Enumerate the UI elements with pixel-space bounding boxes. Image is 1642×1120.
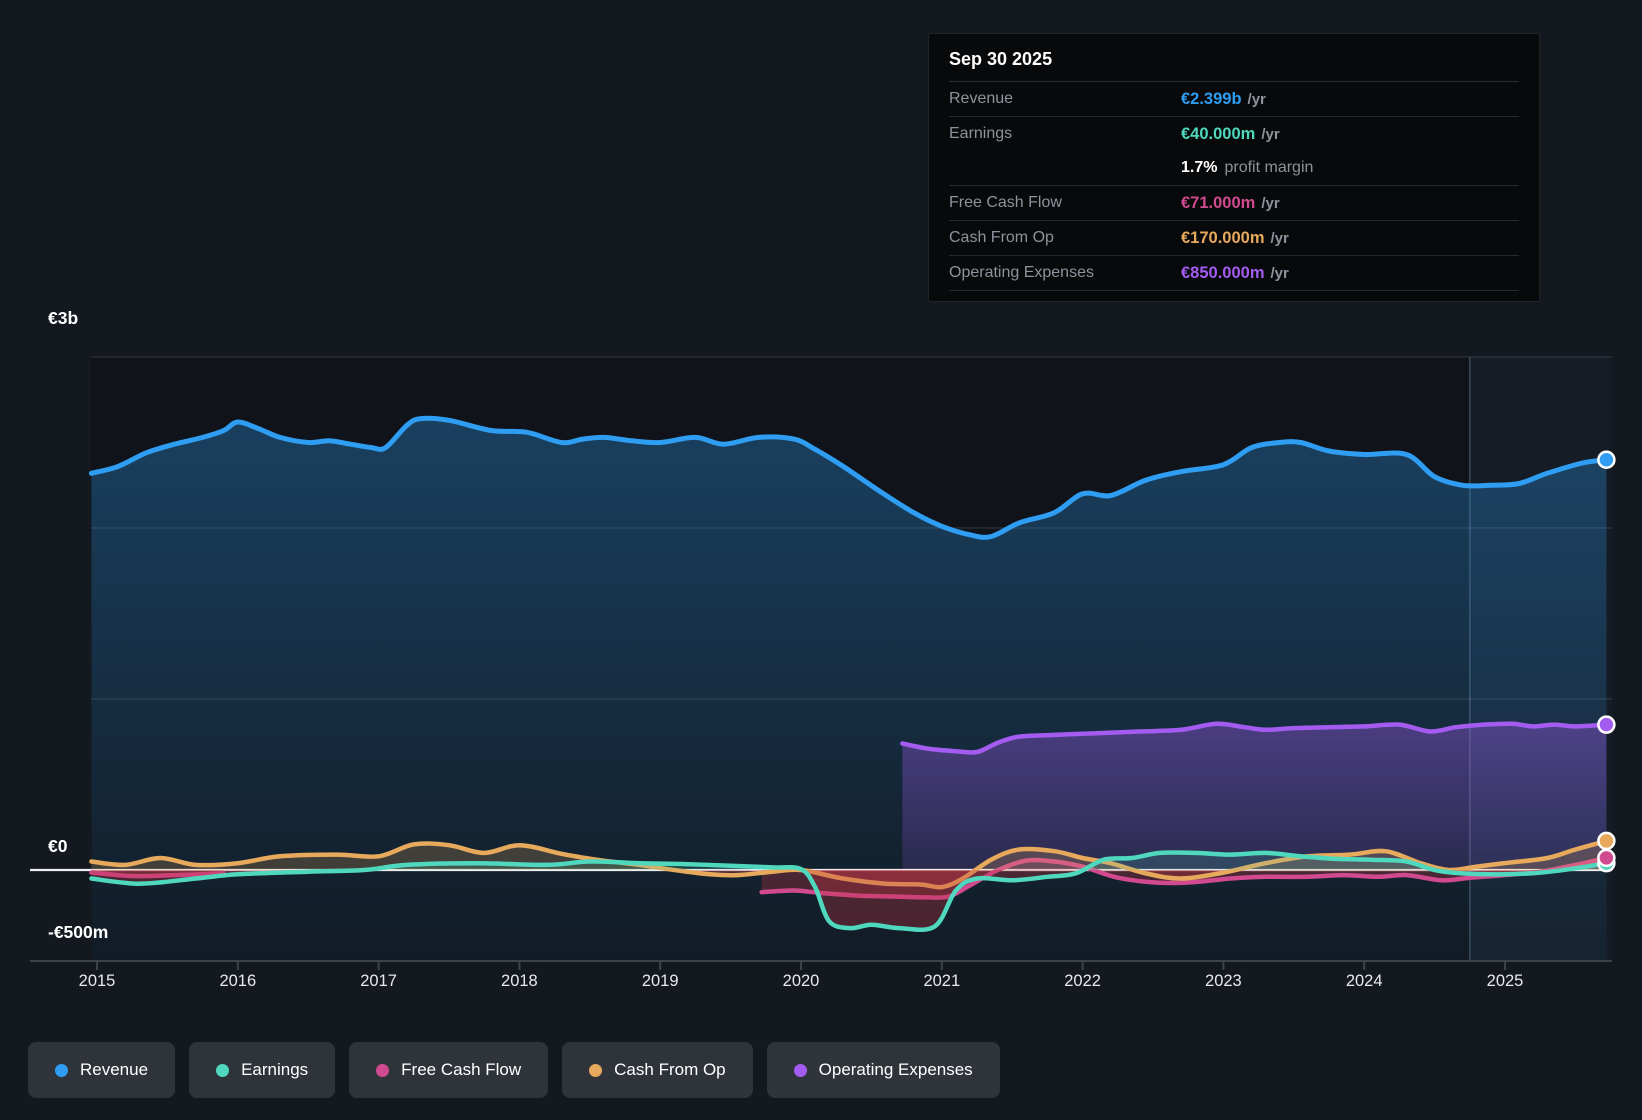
legend-item-revenue[interactable]: Revenue: [28, 1042, 176, 1098]
tooltip-row-suffix: /yr: [1261, 125, 1280, 143]
operating-expenses-area: [902, 723, 1607, 870]
legend-item-operating-expenses[interactable]: Operating Expenses: [766, 1042, 1000, 1098]
legend-item-free-cash-flow[interactable]: Free Cash Flow: [349, 1042, 549, 1098]
tooltip-row-label: Cash From Op: [949, 229, 1054, 246]
tooltip-row-value: €850.000m: [1181, 263, 1265, 282]
revenue-line: [88, 415, 1609, 540]
legend-label: Free Cash Flow: [401, 1060, 522, 1079]
tooltip-row-value: €40.000m: [1181, 124, 1256, 143]
legend-dot-icon: [55, 1063, 68, 1077]
x-axis-label: 2023: [1205, 972, 1242, 990]
x-axis-label: 2017: [360, 972, 397, 990]
chart-series-layer: [30, 415, 1612, 961]
free-cash-flow-line: [89, 870, 226, 879]
tooltip-row-earnings: Earnings €40.000m/yr 1.7% profit margin: [949, 117, 1519, 186]
legend-dot-icon: [589, 1063, 603, 1077]
legend: Revenue Earnings Free Cash Flow Cash From O…: [28, 1042, 1000, 1098]
earnings-area-negative: [91, 870, 1607, 930]
tooltip-row-value: €71.000m: [1181, 193, 1256, 212]
tooltip: Sep 30 2025 Revenue €2.399b/yr Earnings €40…: [928, 33, 1540, 302]
tooltip-rows: Revenue €2.399b/yr Earnings €40.000m/yr 1.7%…: [949, 82, 1519, 291]
legend-dot-icon: [216, 1063, 230, 1077]
operating-expenses-line: [900, 721, 1609, 755]
profit-margin-text: profit margin: [1224, 159, 1314, 176]
x-axis-label: 2021: [923, 972, 961, 990]
free-cash-flow-end-marker: [1597, 848, 1616, 868]
x-axis-label: 2024: [1345, 972, 1383, 990]
legend-item-earnings[interactable]: Earnings: [189, 1042, 336, 1098]
earnings-area-positive: [91, 852, 1607, 870]
x-axis-label: 2019: [641, 972, 679, 990]
x-axis-label: 2015: [78, 972, 116, 990]
y-axis-label: €0: [48, 836, 68, 856]
tooltip-row-suffix: /yr: [1247, 90, 1266, 108]
tooltip-row-label: Revenue: [949, 90, 1014, 107]
tooltip-row-suffix: /yr: [1270, 229, 1289, 247]
x-axis-label: 2018: [501, 972, 538, 990]
revenue-end-marker: [1597, 450, 1616, 470]
operating-expenses-end-marker: [1597, 715, 1616, 734]
tooltip-row-label: Free Cash Flow: [949, 194, 1062, 211]
cash-from-op-end-marker: [1597, 831, 1616, 851]
y-axis-label: €3b: [48, 308, 79, 328]
tooltip-row-value: €2.399b: [1181, 89, 1242, 108]
tooltip-row-label: Earnings: [949, 125, 1013, 142]
tooltip-row-revenue: Revenue €2.399b/yr: [949, 82, 1519, 117]
tooltip-row-suffix: /yr: [1261, 194, 1280, 212]
free-cash-flow-area-negative: [761, 870, 1607, 898]
tooltip-row-fcf: Free Cash Flow €71.000m/yr: [949, 186, 1519, 221]
chart-axis-layer: [30, 450, 1616, 970]
tooltip-profit-margin-row: 1.7% profit margin: [949, 151, 1519, 185]
legend-label: Operating Expenses: [818, 1060, 973, 1079]
cash-from-op-line: [89, 838, 1609, 890]
x-axis-label: 2025: [1486, 972, 1524, 990]
legend-label: Earnings: [241, 1060, 309, 1079]
legend-dot-icon: [376, 1063, 390, 1077]
legend-dot-icon: [793, 1063, 807, 1077]
tooltip-date: Sep 30 2025: [949, 34, 1519, 82]
tooltip-row-cashop: Cash From Op €170.000m/yr: [949, 221, 1519, 256]
free-cash-flow-line: [759, 855, 1609, 900]
tooltip-row-label: Operating Expenses: [949, 264, 1094, 281]
x-axis-label: 2022: [1064, 972, 1101, 990]
profit-margin-percent: 1.7%: [1181, 159, 1218, 176]
legend-label: Cash From Op: [614, 1060, 726, 1079]
tooltip-row-opex: Operating Expenses €850.000m/yr: [949, 256, 1519, 291]
tooltip-row-value: €170.000m: [1181, 228, 1265, 247]
x-axis-label: 2016: [219, 972, 257, 990]
legend-item-cash-from-op[interactable]: Cash From Op: [562, 1042, 753, 1098]
earnings-line: [89, 850, 1609, 933]
legend-label: Revenue: [80, 1060, 149, 1079]
y-axis-label: -€500m: [48, 921, 109, 942]
tooltip-row-suffix: /yr: [1270, 264, 1289, 282]
x-axis-label: 2020: [782, 972, 820, 990]
